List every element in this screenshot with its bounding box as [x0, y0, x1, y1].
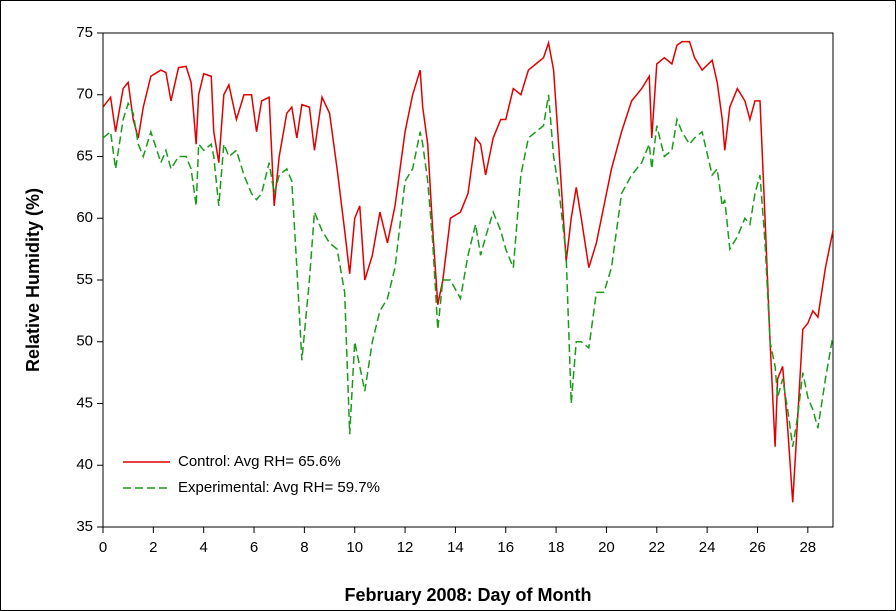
x-tick-label: 14	[447, 539, 464, 556]
y-tick-label: 50	[76, 333, 93, 350]
x-tick-label: 12	[397, 539, 414, 556]
y-tick-label: 35	[76, 518, 93, 535]
x-tick-label: 10	[346, 539, 363, 556]
x-tick-label: 2	[149, 539, 157, 556]
y-tick-label: 70	[76, 86, 93, 103]
legend-label: Experimental: Avg RH= 59.7%	[178, 479, 380, 496]
y-tick-label: 55	[76, 271, 93, 288]
x-tick-label: 6	[250, 539, 258, 556]
y-tick-label: 65	[76, 147, 93, 164]
x-tick-label: 0	[99, 539, 107, 556]
y-tick-label: 40	[76, 456, 93, 473]
legend-label: Control: Avg RH= 65.6%	[178, 453, 341, 470]
series-line	[102, 39, 834, 503]
x-tick-label: 26	[749, 539, 766, 556]
x-tick-label: 22	[648, 539, 665, 556]
series-line	[102, 94, 834, 447]
y-tick-label: 45	[76, 394, 93, 411]
x-tick-label: 18	[548, 539, 565, 556]
y-tick-label: 75	[76, 24, 93, 41]
x-tick-label: 4	[200, 539, 208, 556]
x-tick-label: 8	[300, 539, 308, 556]
y-axis-label: Relative Humidity (%)	[23, 188, 43, 372]
x-tick-label: 16	[497, 539, 514, 556]
x-tick-label: 20	[598, 539, 615, 556]
x-tick-label: 28	[799, 539, 816, 556]
y-tick-label: 60	[76, 209, 93, 226]
x-axis-label: February 2008: Day of Month	[344, 585, 591, 605]
x-tick-label: 24	[699, 539, 716, 556]
